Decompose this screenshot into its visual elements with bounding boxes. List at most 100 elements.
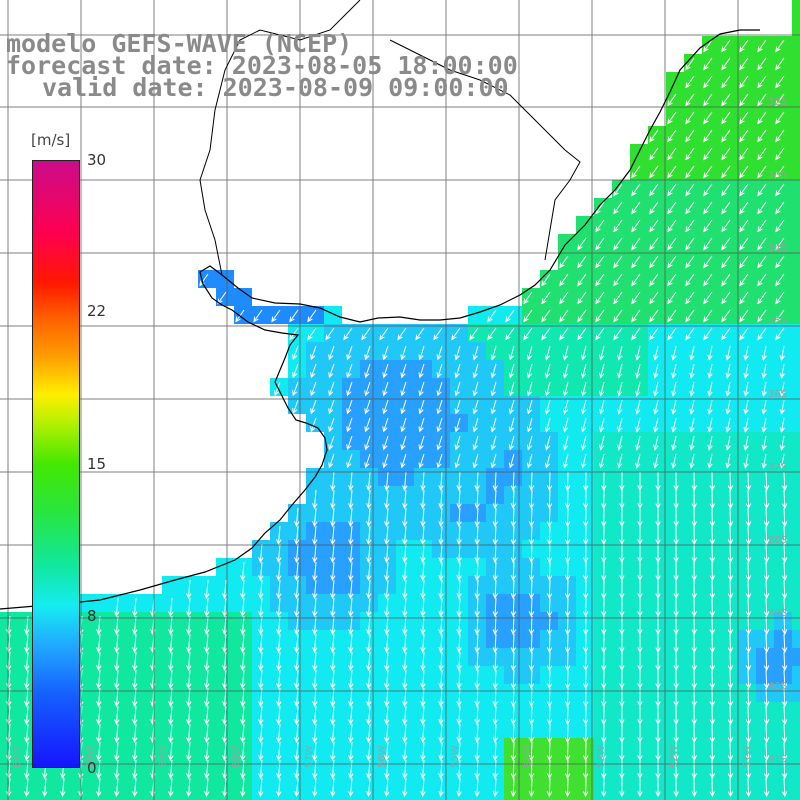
- wind-arrow-head: [779, 426, 785, 433]
- wind-arrow: [512, 705, 515, 725]
- wind-arrow: [277, 759, 281, 778]
- wind-arrow: [509, 417, 515, 432]
- wind-arrow-head: [779, 354, 785, 361]
- wind-arrow-head: [564, 539, 571, 546]
- wind-arrow: [385, 759, 389, 778]
- wind-arrow-head: [114, 737, 120, 744]
- wind-arrow: [708, 435, 713, 450]
- wind-arrow: [783, 615, 786, 635]
- wind-arrow-head: [330, 575, 336, 582]
- wind-arrow: [739, 255, 749, 268]
- wind-arrow: [523, 309, 533, 322]
- wind-arrow-head: [114, 629, 120, 636]
- wind-arrow-head: [667, 226, 673, 233]
- wind-arrow-head: [364, 426, 370, 433]
- wind-arrow-head: [364, 354, 370, 361]
- wind-arrow-head: [222, 593, 228, 600]
- wind-arrow-head: [330, 557, 336, 564]
- wind-arrow-head: [384, 611, 390, 618]
- wind-arrow: [476, 489, 479, 508]
- wind-arrow-head: [78, 773, 84, 780]
- wind-arrow: [205, 723, 209, 742]
- wind-arrow-head: [204, 719, 210, 726]
- wind-arrow: [530, 723, 533, 743]
- wind-arrow: [349, 777, 353, 796]
- wind-arrow: [703, 183, 713, 196]
- wind-arrow-head: [420, 575, 426, 582]
- wind-arrow-head: [763, 647, 770, 654]
- wind-arrow-head: [667, 172, 673, 179]
- wind-arrow-head: [96, 737, 102, 744]
- wind-arrow: [757, 147, 767, 160]
- wind-arrow-head: [689, 408, 695, 415]
- wind-arrow-head: [492, 629, 498, 636]
- wind-arrow-head: [364, 390, 370, 397]
- wind-arrow: [548, 489, 551, 509]
- wind-arrow: [566, 633, 569, 653]
- wind-arrow-head: [96, 683, 102, 690]
- wind-arrow-head: [727, 593, 734, 600]
- wind-arrow-head: [781, 737, 788, 744]
- wind-arrow-head: [24, 773, 30, 780]
- wind-arrow-head: [667, 100, 673, 107]
- wind-arrow: [313, 507, 317, 526]
- wind-arrow: [548, 579, 551, 599]
- wind-arrow-head: [330, 539, 336, 546]
- wind-arrow: [241, 759, 245, 778]
- wind-arrow: [476, 633, 479, 652]
- wind-arrow-head: [420, 719, 426, 726]
- wind-arrow-head: [310, 390, 316, 397]
- wind-arrow: [757, 183, 767, 196]
- wind-arrow: [367, 723, 371, 742]
- wind-arrow-head: [366, 629, 372, 636]
- wind-arrow-head: [294, 755, 300, 762]
- wind-arrow-head: [763, 611, 770, 618]
- wind-arrow-head: [671, 462, 677, 469]
- wind-arrow: [455, 345, 461, 360]
- wind-arrow-head: [438, 593, 444, 600]
- wind-arrow-head: [420, 773, 426, 780]
- wind-arrow-head: [420, 665, 426, 672]
- wind-arrow: [187, 651, 191, 670]
- wind-arrow-head: [763, 629, 770, 636]
- wind-arrow: [494, 579, 497, 599]
- wind-arrow: [385, 507, 389, 526]
- wind-arrow: [325, 327, 335, 340]
- wind-arrow: [559, 255, 569, 268]
- wind-arrow: [672, 381, 677, 396]
- wind-arrow: [328, 381, 335, 396]
- wind-arrow: [781, 417, 785, 432]
- wind-arrow-head: [168, 791, 174, 798]
- wind-arrow: [667, 327, 677, 340]
- wind-arrow-head: [472, 408, 478, 415]
- wind-arrow: [451, 327, 461, 340]
- wind-arrow: [512, 723, 515, 743]
- wind-arrow: [703, 237, 713, 250]
- wind-arrow: [690, 345, 695, 360]
- wind-arrow: [595, 255, 605, 268]
- wind-arrow-head: [580, 372, 587, 379]
- wind-arrow-head: [474, 773, 480, 780]
- wind-arrow: [690, 363, 695, 378]
- wind-arrow-head: [240, 593, 246, 600]
- wind-arrow: [765, 543, 768, 563]
- wind-arrow-head: [60, 773, 66, 780]
- wind-arrow: [365, 399, 371, 414]
- wind-arrow-head: [384, 647, 390, 654]
- wind-arrow: [419, 435, 425, 450]
- colorbar-tick-0: 0: [87, 759, 97, 777]
- wind-arrow-head: [258, 575, 264, 582]
- wind-arrow-head: [745, 665, 752, 672]
- wind-arrow: [367, 507, 371, 526]
- wind-arrow: [419, 399, 425, 414]
- wind-arrow: [295, 525, 299, 544]
- wind-arrow: [744, 399, 749, 414]
- wind-arrow-head: [454, 462, 460, 469]
- wind-arrow-head: [781, 521, 788, 528]
- wind-arrow: [509, 453, 515, 468]
- wind-arrow: [685, 255, 695, 268]
- wind-arrow: [654, 363, 659, 378]
- wind-arrow-head: [721, 172, 727, 179]
- wind-arrow: [739, 327, 749, 340]
- wind-arrow-head: [24, 683, 30, 690]
